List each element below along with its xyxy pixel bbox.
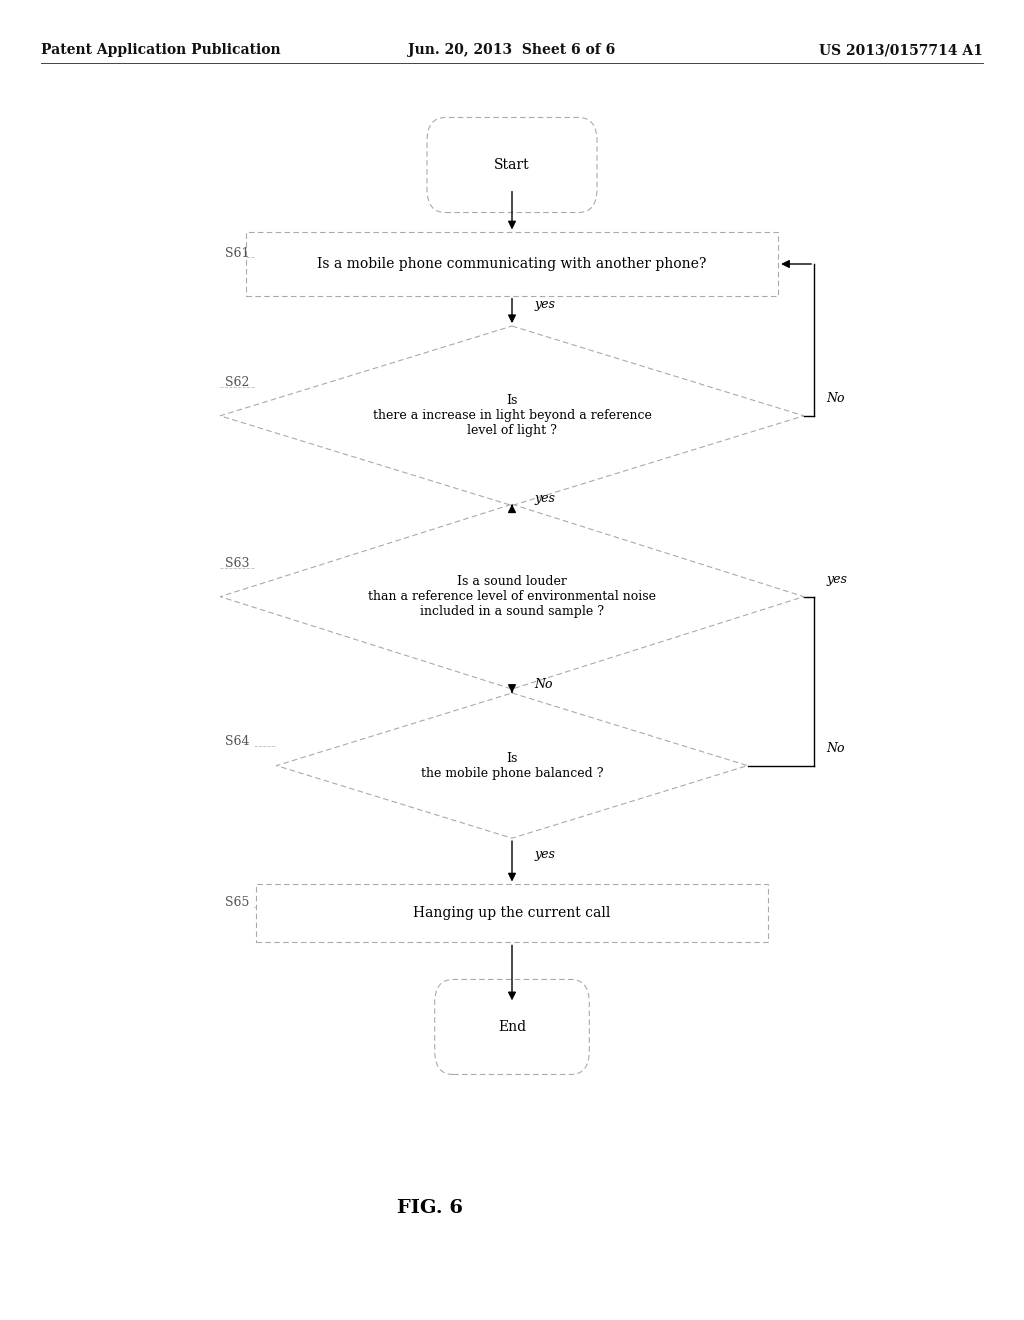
Text: Start: Start (495, 158, 529, 172)
Text: S65: S65 (225, 896, 250, 909)
FancyBboxPatch shape (246, 232, 778, 296)
Text: yes: yes (535, 492, 555, 504)
Text: yes: yes (826, 573, 847, 586)
Polygon shape (220, 504, 804, 689)
Text: S63: S63 (225, 557, 250, 570)
Text: yes: yes (535, 849, 555, 861)
Text: S62: S62 (225, 376, 250, 389)
FancyBboxPatch shape (434, 979, 590, 1074)
Text: Hanging up the current call: Hanging up the current call (414, 907, 610, 920)
FancyBboxPatch shape (256, 884, 768, 942)
Text: Is
the mobile phone balanced ?: Is the mobile phone balanced ? (421, 751, 603, 780)
Text: No: No (826, 392, 845, 405)
FancyBboxPatch shape (427, 117, 597, 213)
Text: S64: S64 (225, 735, 250, 748)
Text: No: No (535, 678, 553, 690)
Text: US 2013/0157714 A1: US 2013/0157714 A1 (819, 44, 983, 57)
Text: yes: yes (535, 298, 555, 310)
Text: FIG. 6: FIG. 6 (397, 1199, 463, 1217)
Text: S61: S61 (225, 247, 250, 260)
Polygon shape (220, 326, 804, 506)
Text: End: End (498, 1020, 526, 1034)
Text: Is a mobile phone communicating with another phone?: Is a mobile phone communicating with ano… (317, 257, 707, 271)
Text: Jun. 20, 2013  Sheet 6 of 6: Jun. 20, 2013 Sheet 6 of 6 (409, 44, 615, 57)
Text: Is
there a increase in light beyond a reference
level of light ?: Is there a increase in light beyond a re… (373, 395, 651, 437)
Text: Patent Application Publication: Patent Application Publication (41, 44, 281, 57)
Text: Is a sound louder
than a reference level of environmental noise
included in a so: Is a sound louder than a reference level… (368, 576, 656, 618)
Text: No: No (826, 742, 845, 755)
Polygon shape (276, 693, 748, 838)
